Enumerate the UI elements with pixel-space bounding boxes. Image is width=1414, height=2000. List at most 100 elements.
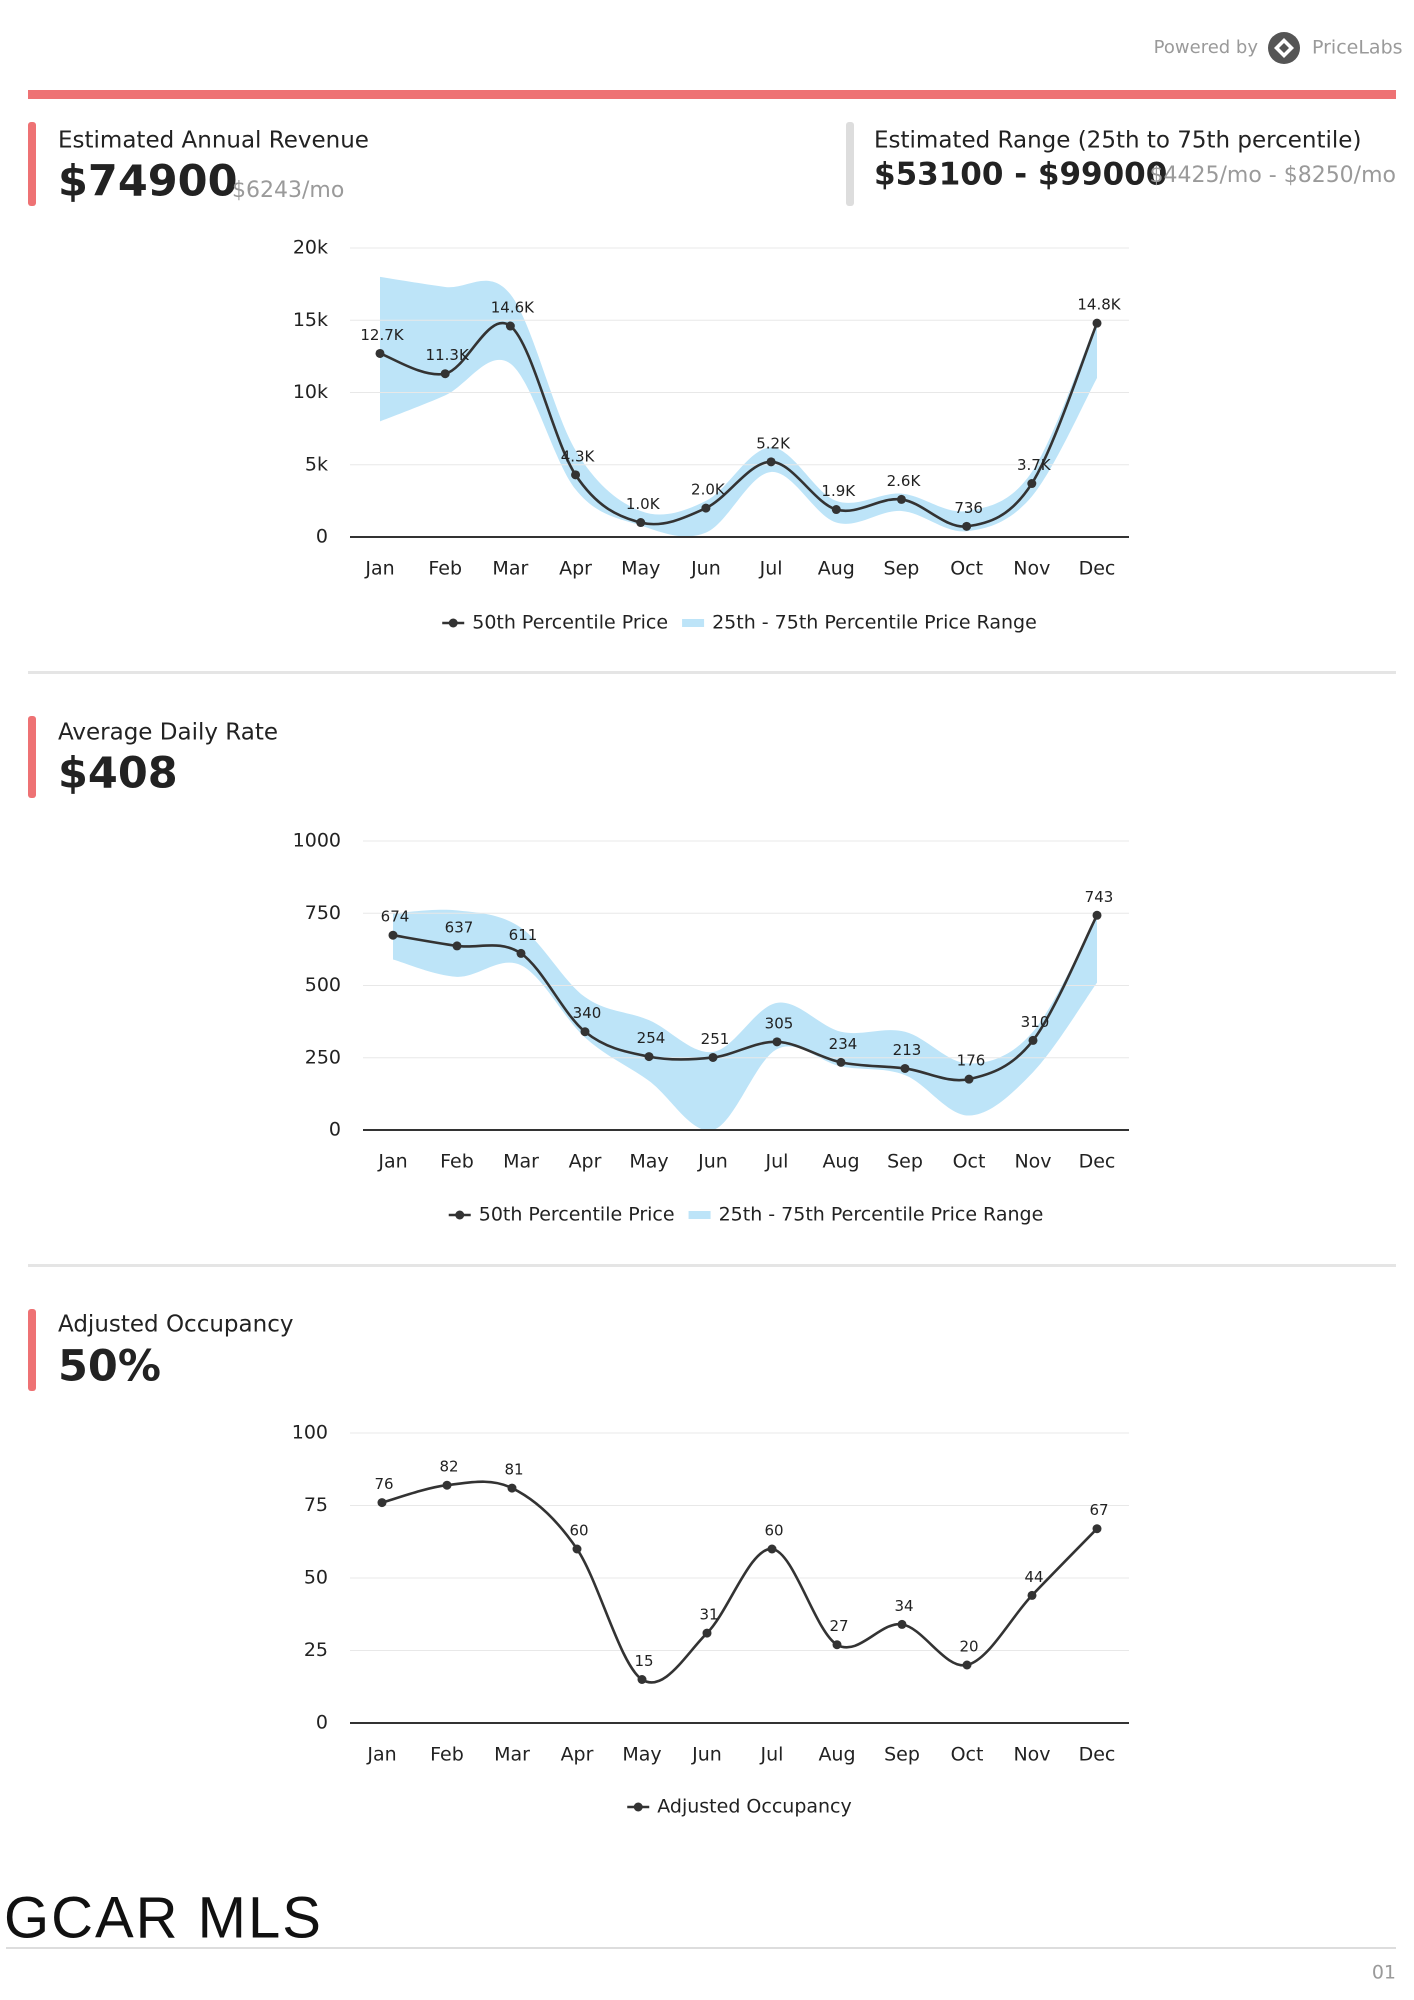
lines: 12.7K 11.3K 14.6K 4.3K 1.0K 2.0K 5.2K 1.9K 2.6K 7… bbox=[360, 296, 1122, 531]
value-label: 305 bbox=[765, 1014, 794, 1032]
brand-name: PriceLabs bbox=[1312, 37, 1403, 59]
y-tick-label: 25 bbox=[304, 1639, 328, 1661]
point bbox=[580, 1027, 590, 1037]
legend: 50th Percentile Price 25th - 75th Percent… bbox=[448, 1204, 1044, 1226]
legend-label: 50th Percentile Price bbox=[479, 1204, 675, 1226]
footer-logo: GCAR MLS bbox=[4, 1885, 323, 1950]
point bbox=[1092, 1524, 1102, 1534]
value-label: 176 bbox=[957, 1052, 986, 1070]
legend: 50th Percentile Price 25th - 75th Percent… bbox=[442, 612, 1037, 634]
value-label: 674 bbox=[381, 908, 410, 926]
x-tick-label: Aug bbox=[822, 1151, 859, 1173]
bands bbox=[393, 909, 1097, 1131]
value-label: 1.9K bbox=[821, 482, 856, 500]
point bbox=[701, 503, 711, 513]
value-label: 20 bbox=[959, 1638, 978, 1656]
chart: 12.7K 11.3K 14.6K 4.3K 1.0K 2.0K 5.2K 1.9K 2.6K 7… bbox=[293, 237, 1129, 634]
x-tick-label: Jun bbox=[697, 1151, 728, 1173]
powered-by: Powered by bbox=[1154, 37, 1259, 58]
value-label: 213 bbox=[893, 1041, 922, 1059]
point bbox=[571, 470, 581, 480]
x-tick-label: Sep bbox=[887, 1151, 923, 1173]
value-label: 1.0K bbox=[626, 495, 661, 513]
accent-bar bbox=[846, 122, 854, 206]
point bbox=[644, 1052, 654, 1062]
brand-logo bbox=[1268, 32, 1300, 64]
value-label: 736 bbox=[954, 499, 983, 517]
x-tick-label: Jul bbox=[760, 1744, 784, 1766]
x-tick-label: Aug bbox=[818, 1744, 855, 1766]
point bbox=[772, 1037, 782, 1047]
lines: 76 82 81 60 15 31 60 27 34 20 44 67 bbox=[374, 1458, 1109, 1684]
legend-label: Adjusted Occupancy bbox=[657, 1796, 852, 1818]
range-band bbox=[393, 909, 1097, 1131]
point bbox=[767, 1544, 777, 1554]
y-tick-label: 100 bbox=[292, 1422, 328, 1444]
value-label: 2.6K bbox=[887, 472, 922, 490]
chart: 76 82 81 60 15 31 60 27 34 20 44 67 0 25 50 75 100 Jan Feb… bbox=[292, 1422, 1129, 1818]
legend: Adjusted Occupancy bbox=[627, 1796, 852, 1818]
value-label: 12.7K bbox=[360, 326, 404, 344]
value-label: 82 bbox=[439, 1458, 458, 1476]
point bbox=[832, 1640, 842, 1650]
y-tick-label: 15k bbox=[293, 309, 328, 331]
point bbox=[377, 1498, 387, 1508]
value-label: 60 bbox=[569, 1522, 588, 1540]
x-tick-label: Jan bbox=[366, 1744, 396, 1766]
y-tick-label: 5k bbox=[305, 453, 328, 475]
point bbox=[702, 1628, 712, 1638]
top-bar bbox=[28, 90, 1396, 99]
y-tick-label: 0 bbox=[329, 1119, 341, 1141]
value-label: 44 bbox=[1024, 1568, 1043, 1586]
range-monthly: $4425/mo - $8250/mo bbox=[1149, 163, 1396, 188]
point bbox=[440, 369, 450, 379]
value-label: 76 bbox=[374, 1475, 393, 1493]
x-tick-label: May bbox=[622, 1744, 661, 1766]
point bbox=[636, 518, 646, 528]
legend-swatch bbox=[688, 1211, 711, 1219]
x-tick-label: Nov bbox=[1013, 1744, 1050, 1766]
y-tick-label: 75 bbox=[304, 1494, 328, 1516]
y-tick-label: 0 bbox=[316, 526, 328, 548]
value-label: 3.7K bbox=[1017, 456, 1052, 474]
point bbox=[1092, 318, 1102, 328]
x-tick-label: Feb bbox=[430, 1744, 464, 1766]
value-label: 2.0K bbox=[691, 481, 726, 499]
y-tick-label: 750 bbox=[305, 902, 341, 924]
x-tick-label: Aug bbox=[818, 558, 855, 580]
range-value: $53100 - $99000 bbox=[874, 157, 1167, 193]
point bbox=[516, 948, 526, 958]
accent-bar bbox=[28, 716, 36, 798]
y-tick-label: 20k bbox=[293, 237, 328, 259]
value-label: 340 bbox=[573, 1004, 602, 1022]
x-tick-label: Nov bbox=[1014, 1151, 1051, 1173]
divider bbox=[28, 1264, 1396, 1267]
point bbox=[1027, 1590, 1037, 1600]
x-tick-label: Nov bbox=[1013, 558, 1050, 580]
x-tick-label: Apr bbox=[559, 558, 592, 580]
value-label: 743 bbox=[1085, 888, 1114, 906]
x-tick-label: Oct bbox=[951, 1744, 984, 1766]
x-tick-label: Dec bbox=[1079, 1151, 1116, 1173]
value-label: 60 bbox=[764, 1522, 783, 1540]
point bbox=[836, 1057, 846, 1067]
point bbox=[637, 1675, 647, 1684]
grid bbox=[350, 1432, 1129, 1724]
value-label: 251 bbox=[701, 1030, 730, 1048]
page-number: 01 bbox=[1372, 1962, 1396, 1984]
point bbox=[831, 505, 841, 515]
x-tick-label: Apr bbox=[561, 1744, 594, 1766]
legend-label: 25th - 75th Percentile Price Range bbox=[719, 1204, 1044, 1226]
range-band bbox=[380, 276, 1097, 537]
point bbox=[900, 1063, 910, 1073]
point bbox=[452, 941, 462, 951]
x-tick-label: Mar bbox=[503, 1151, 539, 1173]
adr-label: Average Daily Rate bbox=[58, 720, 278, 746]
value-label: 14.6K bbox=[491, 299, 535, 317]
x-tick-label: Jul bbox=[765, 1151, 789, 1173]
y-tick-label: 500 bbox=[305, 974, 341, 996]
legend-swatch bbox=[455, 1210, 465, 1220]
y-tick-label: 0 bbox=[316, 1712, 328, 1734]
x-tick-label: Dec bbox=[1079, 558, 1116, 580]
